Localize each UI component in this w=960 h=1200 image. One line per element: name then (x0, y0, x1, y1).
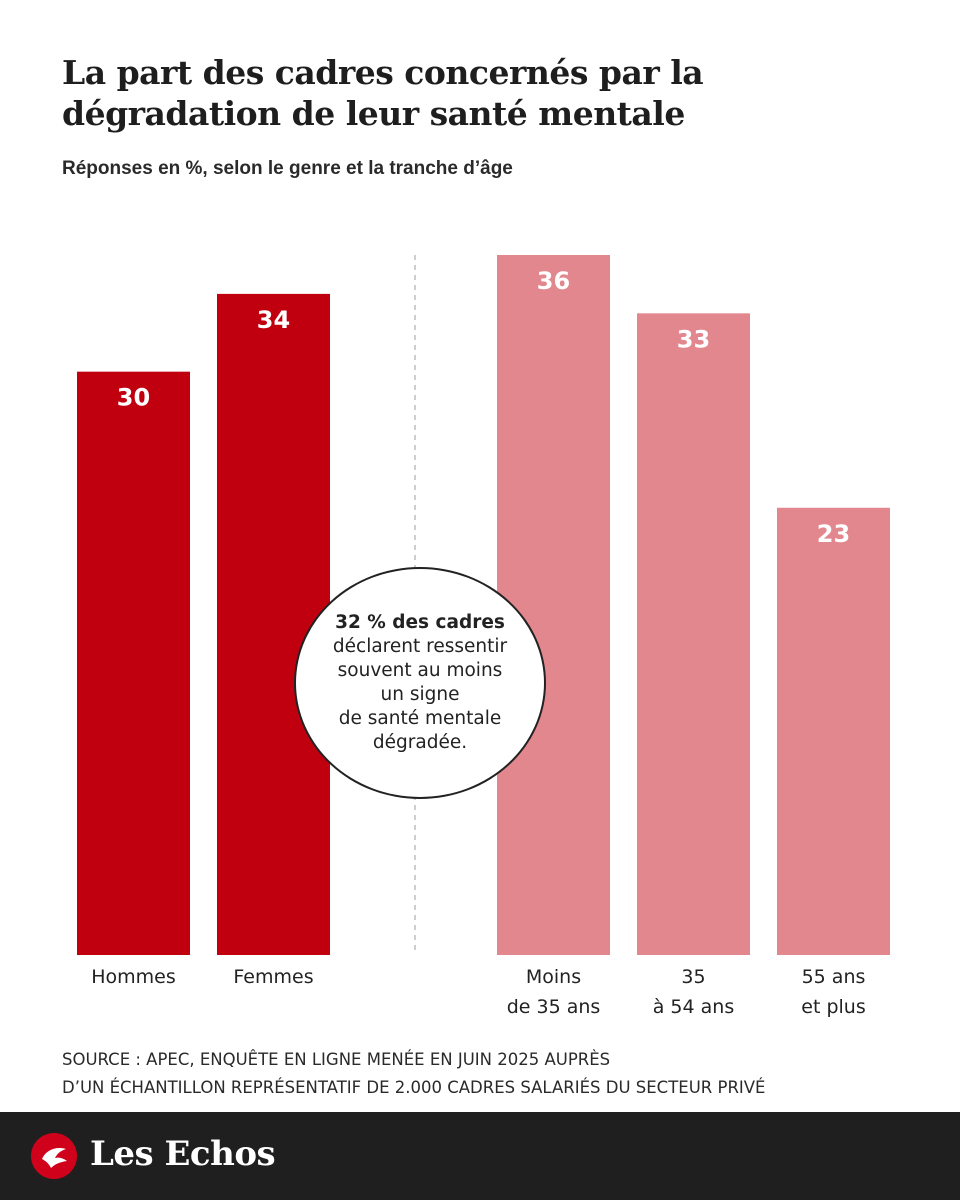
bar (77, 371, 190, 956)
bar (637, 313, 750, 955)
callout-line: dégradée. (372, 732, 468, 753)
source-line: SOURCE : APEC, ENQUÊTE EN LIGNE MENÉE EN… (62, 1050, 611, 1069)
les-echos-logo-icon (31, 1133, 77, 1179)
bar-value-label: 36 (537, 267, 570, 295)
category-label: 55 ans (802, 966, 866, 988)
category-label: Moins (526, 966, 581, 988)
chart-title: La part des cadres concernés par la dégr… (62, 53, 704, 133)
brand-name: Les Echos (90, 1134, 276, 1174)
category-label: de 35 ans (507, 996, 601, 1018)
bar (497, 255, 610, 955)
bar-chart: 30 Hommes 34 Femmes 36 Moins de 35 ans 33 35 à 54… (77, 255, 890, 1018)
source-line: D’UN ÉCHANTILLON REPRÉSENTATIF DE 2.000 … (62, 1078, 766, 1097)
brand-footer: Les Echos (0, 1112, 960, 1200)
chart-subtitle: Réponses en %, selon le genre et la tran… (62, 158, 513, 179)
category-label: Femmes (233, 966, 313, 988)
bar-value-label: 30 (117, 384, 150, 412)
category-label: et plus (801, 996, 865, 1018)
category-label: Hommes (91, 966, 176, 988)
callout-line: un signe (380, 684, 460, 705)
category-label: 35 (681, 966, 705, 988)
bar-value-label: 34 (257, 306, 290, 334)
bar-value-label: 23 (817, 520, 850, 548)
bar (777, 507, 890, 955)
callout-line: déclarent ressentir (332, 636, 508, 657)
callout-highlight: 32 % des cadres (335, 612, 505, 633)
category-label: à 54 ans (653, 996, 734, 1018)
source-note: SOURCE : APEC, ENQUÊTE EN LIGNE MENÉE EN… (62, 1046, 942, 1102)
callout-line: de santé mentale (338, 708, 502, 729)
callout-circle: 32 % des cadres déclarent ressentir souv… (294, 567, 546, 799)
bar-value-label: 33 (677, 325, 710, 353)
callout-line: souvent au moins (337, 660, 503, 681)
